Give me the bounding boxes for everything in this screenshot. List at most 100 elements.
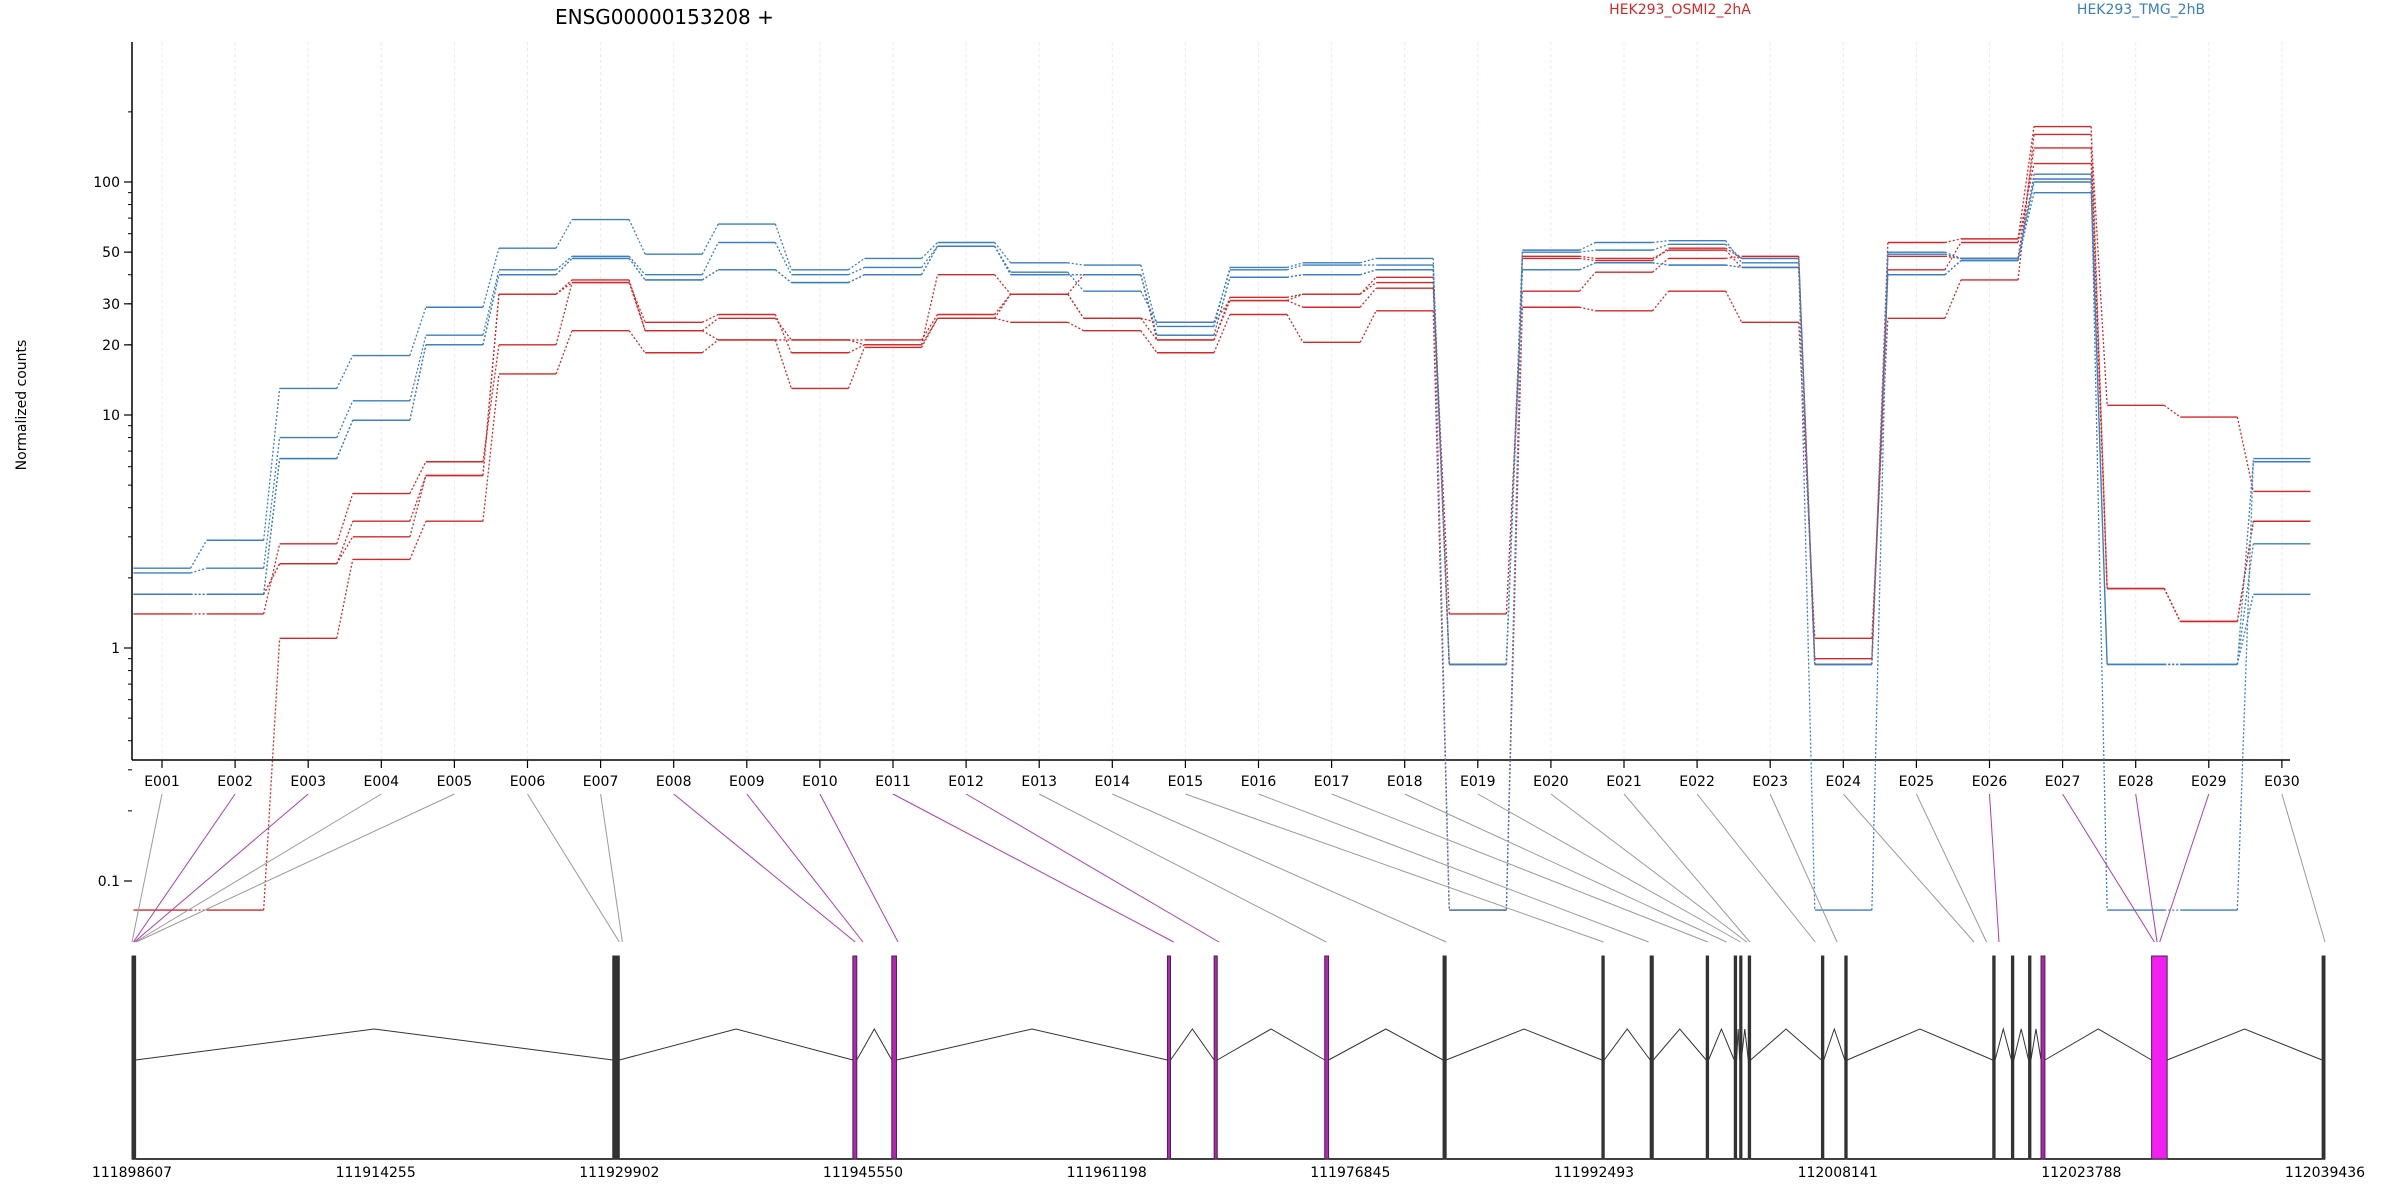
series-connector bbox=[2017, 126, 2035, 239]
series-connector bbox=[701, 330, 719, 341]
series-connector bbox=[1725, 255, 1742, 260]
y-tick-label: 20 bbox=[102, 338, 120, 354]
exon-block bbox=[1649, 955, 1654, 1160]
exon-block bbox=[2010, 955, 2015, 1160]
exon-block bbox=[1166, 955, 1172, 1160]
series-connector bbox=[921, 245, 939, 268]
exon-block bbox=[2321, 955, 2326, 1160]
exon-connector bbox=[136, 793, 455, 943]
series-connector bbox=[1505, 307, 1523, 911]
series-connector bbox=[2090, 192, 2108, 665]
series-connector bbox=[1359, 282, 1377, 295]
series-connector bbox=[336, 521, 354, 564]
genomic-tick-label: 112023788 bbox=[2041, 1165, 2121, 1181]
x-tick-label: E016 bbox=[1241, 774, 1277, 790]
series-connector bbox=[774, 314, 792, 353]
x-tick-label: E002 bbox=[217, 774, 253, 790]
exon-connector bbox=[1623, 793, 1751, 943]
series-connector bbox=[2236, 461, 2254, 665]
exon-connector bbox=[673, 793, 856, 943]
x-tick-label: E029 bbox=[2191, 774, 2227, 790]
exon-block bbox=[1733, 955, 1738, 1160]
x-tick-label: E021 bbox=[1606, 774, 1642, 790]
series-connector bbox=[409, 461, 427, 494]
series-connector bbox=[848, 339, 865, 346]
series-connector bbox=[555, 279, 573, 295]
exon-connector bbox=[1477, 793, 1741, 943]
series-connector bbox=[1505, 269, 1523, 665]
series-connector bbox=[1213, 297, 1231, 341]
series-connector bbox=[336, 400, 354, 438]
series-3 bbox=[133, 147, 2311, 666]
series-connector bbox=[1652, 249, 1669, 259]
x-tick-label: E011 bbox=[875, 774, 911, 790]
exon-block bbox=[2151, 955, 2168, 1160]
series-connector bbox=[1725, 264, 1742, 269]
series-connector bbox=[1067, 262, 1084, 266]
series-connector bbox=[409, 520, 427, 560]
exon-connector bbox=[1989, 793, 2000, 943]
series-connector bbox=[1359, 310, 1377, 343]
series-2 bbox=[133, 162, 2311, 660]
intron-line bbox=[2044, 1028, 2152, 1061]
intron-line bbox=[1328, 1028, 1444, 1061]
series-connector bbox=[774, 317, 792, 341]
series-connector bbox=[2163, 404, 2181, 418]
exon-block bbox=[2040, 955, 2046, 1160]
series-connector bbox=[263, 437, 281, 569]
intron-line bbox=[2013, 1028, 2030, 1061]
exon-connector bbox=[1842, 793, 1975, 943]
series-connector bbox=[1652, 243, 1669, 251]
gene-model: 111898607 111914255 111929902 111945550 1119… bbox=[92, 955, 2365, 1181]
exon-connector bbox=[2281, 793, 2326, 943]
exon-connector bbox=[819, 793, 899, 943]
series-connector bbox=[848, 274, 865, 284]
series-connector bbox=[1944, 238, 1962, 244]
intron-line bbox=[1736, 1028, 1741, 1061]
series-connector bbox=[1652, 240, 1669, 244]
exon-connector bbox=[135, 793, 382, 943]
series-connector bbox=[336, 536, 354, 565]
exon-connector bbox=[965, 793, 1220, 943]
exon-block bbox=[1739, 955, 1743, 1160]
series-connector bbox=[409, 335, 427, 402]
x-tick-label: E023 bbox=[1752, 774, 1788, 790]
exon-block bbox=[1705, 955, 1710, 1160]
series-connector bbox=[1871, 252, 1889, 911]
x-tick-label: E009 bbox=[729, 774, 765, 790]
intron-line bbox=[896, 1028, 1168, 1061]
exon-connector bbox=[892, 793, 1174, 943]
series-connector bbox=[2090, 174, 2108, 911]
exon-block bbox=[1844, 955, 1848, 1160]
exon-block bbox=[1213, 955, 1218, 1160]
exon-block bbox=[1324, 955, 1330, 1160]
exon-connector bbox=[527, 793, 620, 943]
intron-line bbox=[1740, 1028, 1749, 1061]
series-connector bbox=[2163, 588, 2181, 622]
series-connector bbox=[409, 307, 427, 356]
series-connector bbox=[263, 388, 281, 541]
series-connector bbox=[1798, 256, 1816, 659]
series-connector bbox=[1652, 290, 1670, 312]
series-connector bbox=[2090, 126, 2108, 589]
series-connector bbox=[1432, 258, 1450, 911]
axes: 0.1 1 10 20 30 50 100 E001 E002 E003 E004 E005 E006 E… bbox=[93, 42, 2300, 890]
series-4 bbox=[133, 125, 2311, 666]
series-connector bbox=[336, 355, 354, 389]
series-connector bbox=[1579, 257, 1596, 262]
x-tick-label: E012 bbox=[948, 774, 984, 790]
series-connector bbox=[1725, 247, 1743, 259]
exon-connector bbox=[746, 793, 864, 943]
series-connector bbox=[994, 245, 1012, 276]
series-connector bbox=[1944, 260, 1962, 276]
series-connector bbox=[1359, 269, 1377, 276]
genomic-tick-label: 111945550 bbox=[823, 1165, 903, 1181]
exon-connector bbox=[1038, 793, 1327, 943]
series-connector bbox=[701, 317, 719, 332]
x-tick-label: E017 bbox=[1314, 774, 1350, 790]
exon-connector bbox=[1258, 793, 1649, 943]
series-connector bbox=[1140, 274, 1158, 336]
intron-line bbox=[1750, 1028, 1822, 1061]
genomic-tick-label: 111961198 bbox=[1067, 1165, 1147, 1181]
series-connector bbox=[701, 242, 719, 276]
